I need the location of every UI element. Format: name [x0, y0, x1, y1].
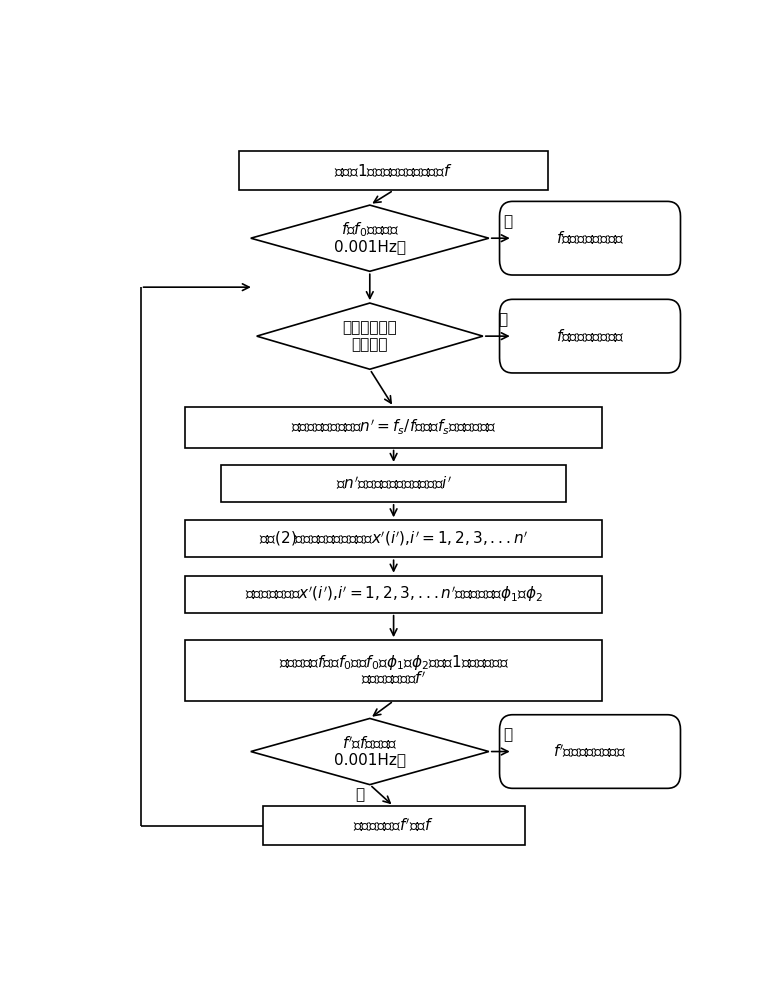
FancyBboxPatch shape: [239, 151, 548, 190]
Text: 0.001Hz？: 0.001Hz？: [334, 752, 406, 767]
Text: 0.001Hz？: 0.001Hz？: [334, 239, 406, 254]
Polygon shape: [250, 205, 489, 271]
FancyBboxPatch shape: [221, 465, 566, 502]
Polygon shape: [257, 303, 483, 369]
Text: 由$n'$可知插値后序列各点下标$i'$: 由$n'$可知插値后序列各点下标$i'$: [336, 475, 452, 492]
Text: 计算插値后序列点数$n'=f_s/f$（其中$f_s$为采样频率）: 计算插値后序列点数$n'=f_s/f$（其中$f_s$为采样频率）: [291, 418, 496, 437]
Text: 利用（1）中公式计算预估频率$f$: 利用（1）中公式计算预估频率$f$: [334, 162, 453, 179]
FancyBboxPatch shape: [499, 299, 680, 373]
Text: $f$作为系统真实频率: $f$作为系统真实频率: [556, 230, 624, 247]
Polygon shape: [250, 718, 489, 785]
FancyBboxPatch shape: [185, 576, 602, 613]
Text: 求出新采样序列$x'(i')$,$i'=1,2,3,...n'$的电压初相角$\phi_1$、$\phi_2$: 求出新采样序列$x'(i')$,$i'=1,2,3,...n'$的电压初相角$\…: [244, 584, 543, 604]
Text: $f$与$f_0$之差小于: $f$与$f_0$之差小于: [341, 221, 399, 239]
Text: 是: 是: [504, 727, 513, 742]
FancyBboxPatch shape: [263, 806, 525, 845]
FancyBboxPatch shape: [499, 201, 680, 275]
Text: 到新的预估频率$f'$: 到新的预估频率$f'$: [361, 670, 426, 687]
FancyBboxPatch shape: [185, 640, 602, 701]
Text: 是: 是: [504, 214, 513, 229]
Text: 迭代次数超过: 迭代次数超过: [343, 321, 397, 336]
Text: 是: 是: [498, 312, 507, 327]
Text: 利用(2)中公式计算新采样序列$x'(i')$,$i'=1,2,3,...n'$: 利用(2)中公式计算新采样序列$x'(i')$,$i'=1,2,3,...n'$: [259, 529, 528, 548]
FancyBboxPatch shape: [499, 715, 680, 788]
Text: 否: 否: [355, 787, 364, 802]
Text: $f$作为系统真实频率: $f$作为系统真实频率: [556, 328, 624, 344]
Text: $f'$作为系统真实频率: $f'$作为系统真实频率: [554, 743, 627, 760]
Text: 将预估频率$f$作为$f_0$，将$f_0$、$\phi_1$、$\phi_2$代入（1）中公式，得: 将预估频率$f$作为$f_0$，将$f_0$、$\phi_1$、$\phi_2$…: [279, 653, 508, 672]
FancyBboxPatch shape: [185, 520, 602, 557]
FancyBboxPatch shape: [185, 407, 602, 448]
Text: 限定値？: 限定値？: [352, 337, 388, 352]
Text: 将新预估频率$f'$作为$f$: 将新预估频率$f'$作为$f$: [353, 817, 434, 834]
Text: $f'$与$f$之差小于: $f'$与$f$之差小于: [342, 735, 398, 752]
